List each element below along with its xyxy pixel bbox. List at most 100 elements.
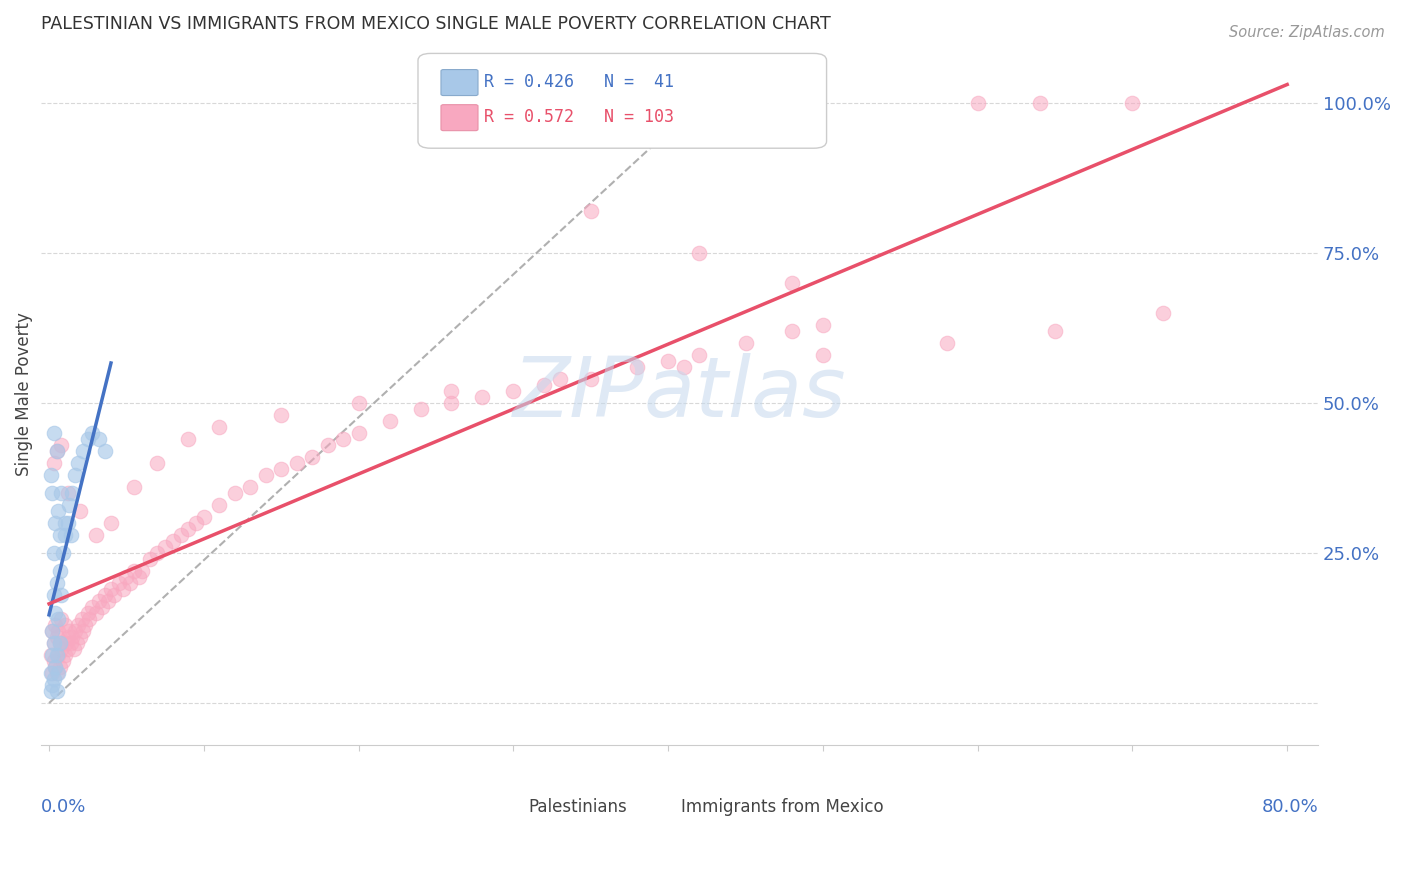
Point — [44, 660, 66, 674]
Point — [52, 546, 75, 560]
Point — [42, 636, 65, 650]
Point — [41, 624, 63, 638]
Point — [51, 438, 73, 452]
Point — [63, 642, 86, 657]
Point — [579, 372, 602, 386]
Point — [100, 582, 122, 596]
Point — [69, 504, 91, 518]
Point — [82, 425, 104, 440]
Point — [100, 516, 122, 530]
Point — [70, 612, 93, 626]
Point — [44, 618, 66, 632]
Point — [59, 528, 82, 542]
Point — [239, 480, 262, 494]
Point — [53, 618, 76, 632]
Point — [39, 666, 62, 681]
Point — [67, 618, 90, 632]
Point — [51, 486, 73, 500]
FancyBboxPatch shape — [441, 104, 478, 130]
Point — [49, 636, 72, 650]
Point — [44, 660, 66, 674]
FancyBboxPatch shape — [707, 792, 738, 807]
Point — [184, 516, 207, 530]
Point — [316, 438, 339, 452]
Point — [65, 624, 87, 638]
Point — [44, 606, 66, 620]
Point — [72, 624, 94, 638]
Text: R = 0.426   N =  41: R = 0.426 N = 41 — [485, 73, 675, 91]
Point — [87, 432, 110, 446]
Point — [347, 396, 370, 410]
Point — [58, 498, 80, 512]
Point — [41, 486, 63, 500]
Point — [73, 618, 96, 632]
Point — [82, 600, 104, 615]
FancyBboxPatch shape — [506, 792, 537, 807]
Point — [208, 498, 231, 512]
Point — [65, 467, 87, 482]
Point — [254, 467, 277, 482]
Point — [58, 624, 80, 638]
Point — [79, 612, 101, 626]
Text: 0.0%: 0.0% — [41, 797, 87, 815]
Point — [44, 516, 66, 530]
Y-axis label: Single Male Poverty: Single Male Poverty — [15, 312, 32, 476]
Point — [1121, 95, 1143, 110]
Point — [45, 648, 67, 662]
Point — [146, 546, 169, 560]
Text: Source: ZipAtlas.com: Source: ZipAtlas.com — [1229, 25, 1385, 40]
Point — [55, 636, 77, 650]
Point — [48, 612, 70, 626]
Point — [49, 660, 72, 674]
Point — [301, 450, 323, 464]
Point — [53, 516, 76, 530]
Point — [56, 486, 79, 500]
Point — [103, 588, 125, 602]
Point — [60, 630, 83, 644]
Point — [162, 534, 184, 549]
Point — [97, 594, 120, 608]
Point — [56, 516, 79, 530]
Point — [51, 642, 73, 657]
FancyBboxPatch shape — [441, 70, 478, 95]
Point — [169, 528, 191, 542]
Point — [1028, 95, 1050, 110]
Point — [72, 444, 94, 458]
Point — [39, 684, 62, 698]
Point — [224, 486, 246, 500]
Point — [533, 378, 555, 392]
Point — [780, 276, 803, 290]
Point — [41, 648, 63, 662]
Point — [1152, 306, 1174, 320]
Text: R = 0.572   N = 103: R = 0.572 N = 103 — [485, 108, 675, 127]
Point — [42, 654, 65, 668]
Text: Immigrants from Mexico: Immigrants from Mexico — [681, 797, 883, 815]
Point — [440, 384, 463, 398]
Point — [94, 588, 117, 602]
Point — [153, 540, 176, 554]
FancyBboxPatch shape — [418, 54, 827, 148]
Point — [48, 648, 70, 662]
Point — [118, 576, 141, 591]
Point — [270, 408, 292, 422]
Point — [112, 582, 135, 596]
Point — [177, 432, 200, 446]
Point — [146, 456, 169, 470]
Point — [115, 570, 138, 584]
Point — [128, 570, 150, 584]
Point — [1043, 324, 1066, 338]
Point — [76, 432, 98, 446]
Point — [42, 588, 65, 602]
Point — [42, 636, 65, 650]
Point — [657, 354, 679, 368]
Point — [48, 666, 70, 681]
Point — [49, 528, 72, 542]
Point — [780, 324, 803, 338]
Text: Palestinians: Palestinians — [529, 797, 627, 815]
Point — [45, 444, 67, 458]
Point — [41, 666, 63, 681]
Point — [138, 552, 160, 566]
Point — [39, 648, 62, 662]
Point — [90, 600, 112, 615]
Point — [270, 462, 292, 476]
